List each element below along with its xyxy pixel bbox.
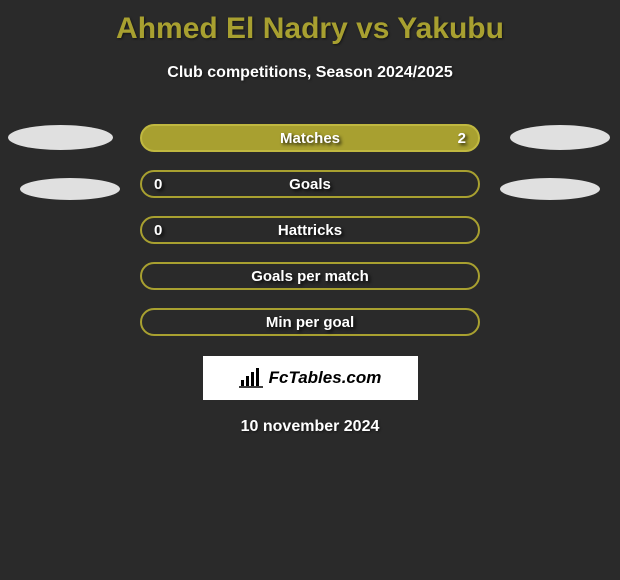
stat-row-min-per-goal: Min per goal [0, 306, 620, 338]
stat-value-left: 0 [154, 176, 162, 193]
chart-bars-icon [239, 368, 263, 388]
stat-bar: Goals per match [140, 262, 480, 290]
stat-label: Goals [289, 176, 331, 193]
stat-value-right: 2 [458, 130, 466, 147]
subtitle: Club competitions, Season 2024/2025 [0, 64, 620, 82]
comparison-chart: Matches 2 0 Goals 0 Hattricks Goals per … [0, 122, 620, 338]
stat-label: Goals per match [251, 268, 369, 285]
page-title: Ahmed El Nadry vs Yakubu [0, 0, 620, 46]
stat-bar: Min per goal [140, 308, 480, 336]
footer-date: 10 november 2024 [0, 418, 620, 436]
stat-row-goals-per-match: Goals per match [0, 260, 620, 292]
stat-value-left: 0 [154, 222, 162, 239]
stat-row-hattricks: 0 Hattricks [0, 214, 620, 246]
stat-label: Hattricks [278, 222, 342, 239]
stat-label: Matches [280, 130, 340, 147]
stat-label: Min per goal [266, 314, 354, 331]
stat-row-matches: Matches 2 [0, 122, 620, 154]
logo-box: FcTables.com [203, 356, 418, 400]
stat-bar: 0 Hattricks [140, 216, 480, 244]
stat-row-goals: 0 Goals [0, 168, 620, 200]
stat-bar: Matches 2 [140, 124, 480, 152]
stat-bar: 0 Goals [140, 170, 480, 198]
logo-text: FcTables.com [269, 368, 382, 388]
